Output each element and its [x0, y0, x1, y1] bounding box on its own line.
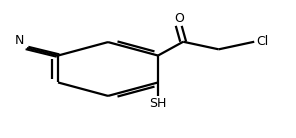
Text: SH: SH [149, 97, 167, 110]
Text: Cl: Cl [257, 35, 269, 48]
Text: O: O [174, 12, 184, 25]
Text: N: N [15, 34, 25, 47]
